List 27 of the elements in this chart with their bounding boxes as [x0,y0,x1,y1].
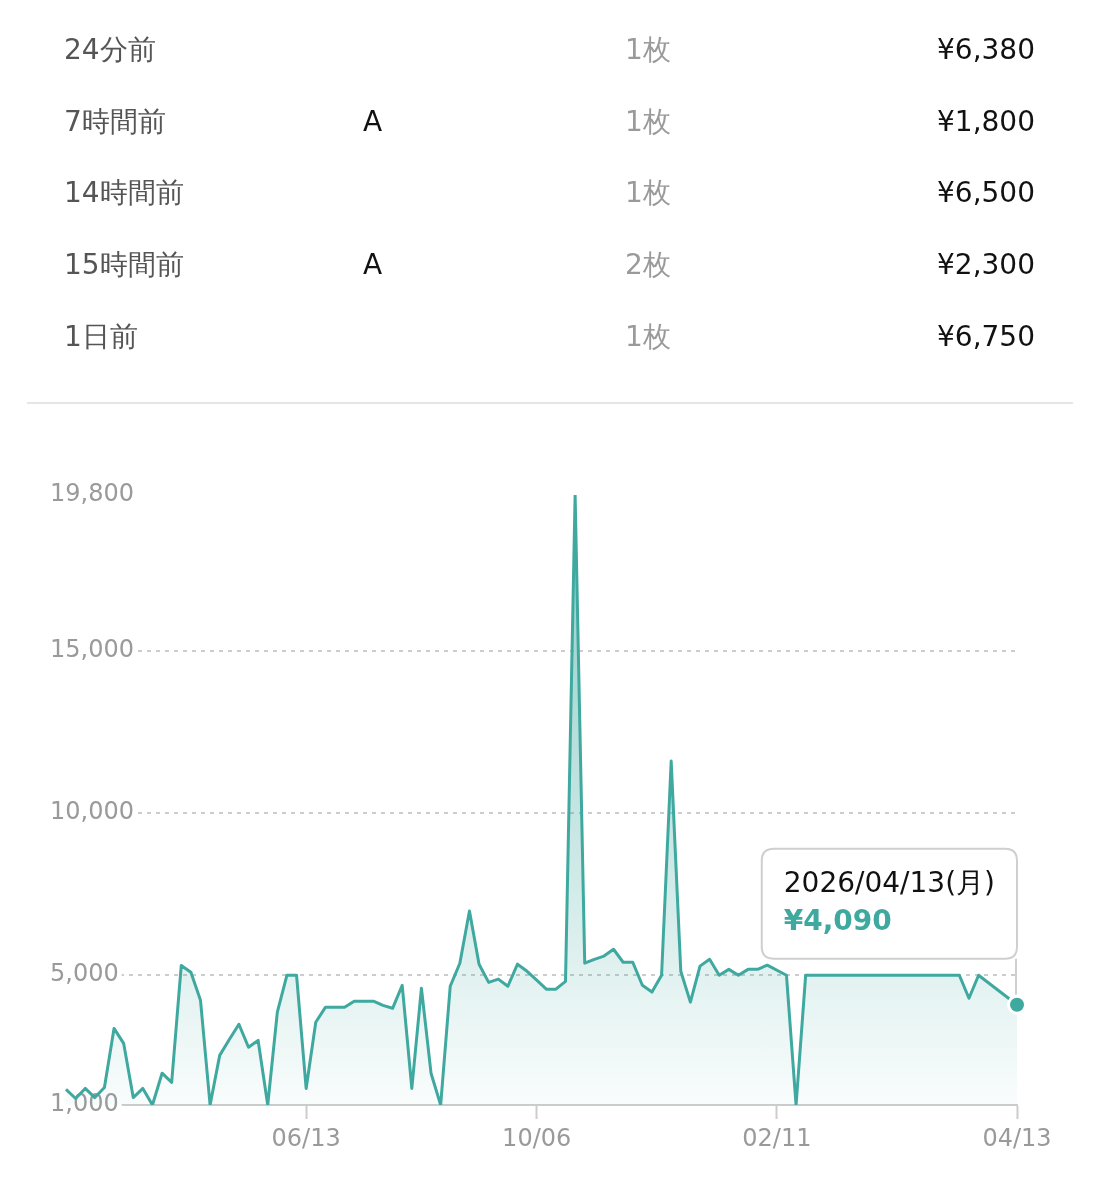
annotation: ¥4,090 [783,904,892,938]
text: 24分前 [64,32,156,68]
y-tick-label: 5,000 [50,959,119,988]
text: 14時間前 [64,175,184,212]
text: ¥1,800 [937,103,1035,140]
text: 1枚 [625,318,671,355]
text: 2枚 [625,247,671,284]
x-tick-label: 04/13 [982,1123,1052,1152]
text: 1枚 [625,32,671,68]
text: 1枚 [625,103,671,140]
y-tick-label: 19,800 [50,479,134,508]
text: 1枚 [625,175,671,212]
x-tick-label: 06/13 [271,1123,341,1152]
x-tick-label: 02/11 [742,1123,812,1152]
text: ¥6,500 [937,175,1035,212]
text: A [363,247,383,284]
text: ¥6,380 [937,32,1035,68]
text: 7時間前 [64,103,166,140]
text: 1日前 [64,318,138,355]
y-tick-label: 15,000 [50,634,134,663]
text: ¥2,300 [937,247,1035,284]
annotation: 2026/04/13(月) [783,866,995,900]
text: A [363,103,383,140]
x-tick-label: 10/06 [502,1123,572,1152]
text: 15時間前 [64,247,184,284]
y-tick-label: 10,000 [50,797,134,826]
text: ¥6,750 [937,318,1035,355]
